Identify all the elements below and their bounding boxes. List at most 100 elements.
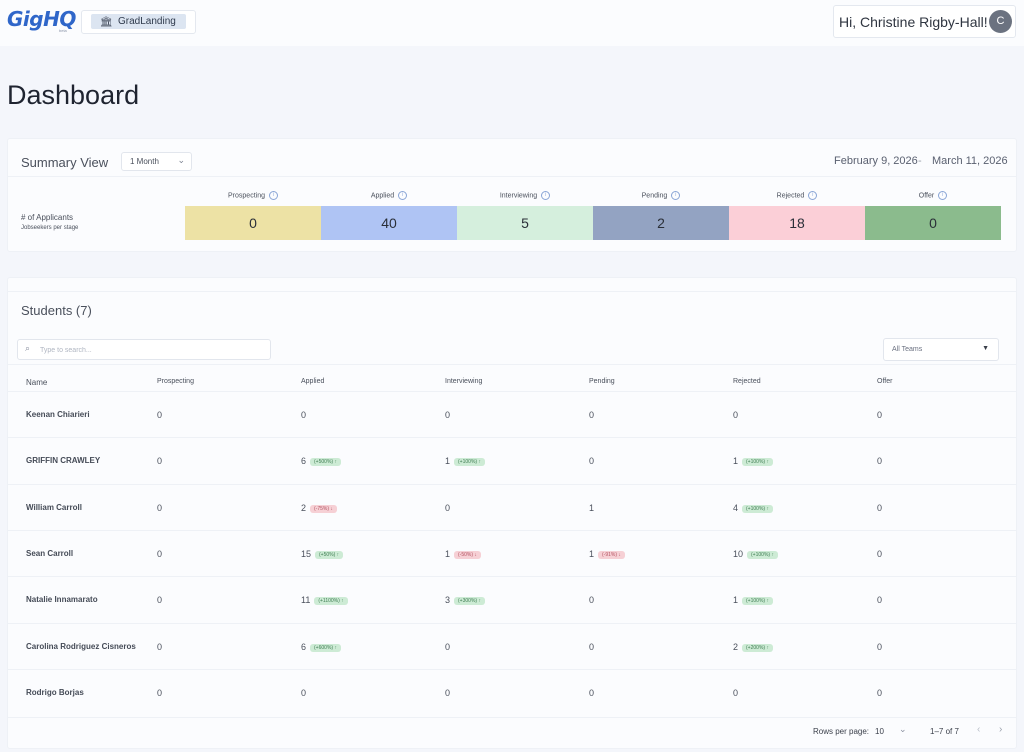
column-header-applied[interactable]: Applied bbox=[301, 378, 325, 385]
info-icon[interactable]: i bbox=[398, 191, 408, 200]
stage-header-offer: Offer i bbox=[865, 191, 1001, 200]
stage-count-pending[interactable]: 2 bbox=[593, 206, 729, 240]
table-row[interactable]: Natalie Innamarato 0 11 (+1100%) ↑ 3 (+300%) … bbox=[8, 576, 1016, 623]
date-to[interactable]: March 11, 2026 bbox=[932, 155, 1008, 167]
change-badge: (+300%) ↑ bbox=[454, 597, 485, 606]
table-row[interactable]: Carolina Rodriguez Cisneros 0 6 (+600%) ↑ 0 0… bbox=[8, 622, 1016, 670]
students-divider-header bbox=[8, 364, 1016, 365]
cell-value: 0 bbox=[157, 595, 163, 606]
period-select[interactable]: 1 Month ⌄ bbox=[121, 152, 192, 171]
table-row[interactable]: Sean Carroll 0 15 (+50%) ↑ 1 (-50%) ↓ 1 (-91%) … bbox=[8, 529, 1016, 577]
cell-value: 0 bbox=[157, 641, 163, 652]
team-filter-select[interactable]: All Teams ▼ bbox=[883, 338, 999, 361]
cell-rejected: 0 bbox=[733, 688, 738, 698]
change-badge: (-75%) ↓ bbox=[310, 504, 337, 513]
stage-header-pending: Pending i bbox=[593, 191, 729, 200]
cell-offer: 0 bbox=[877, 688, 882, 698]
institution-icon: 🏛 bbox=[100, 17, 113, 28]
stage-count-offer[interactable]: 0 bbox=[865, 206, 1001, 240]
stage-label: Interviewing bbox=[499, 192, 538, 200]
chevron-down-icon: ⌄ bbox=[177, 155, 185, 165]
column-header-offer[interactable]: Offer bbox=[877, 378, 893, 385]
cell-offer: 0 bbox=[877, 549, 882, 559]
cell-value: 0 bbox=[157, 456, 163, 467]
top-bar: GigHQ beta 🏛 GradLanding Hi, Christine R… bbox=[0, 0, 1024, 46]
search-box[interactable]: ⌕ bbox=[17, 339, 271, 360]
avatar[interactable]: C bbox=[989, 10, 1012, 33]
org-chip[interactable]: 🏛 GradLanding bbox=[91, 14, 186, 29]
next-page-icon[interactable]: › bbox=[999, 724, 1003, 735]
stage-count-applied[interactable]: 40 bbox=[321, 206, 457, 240]
search-icon: ⌕ bbox=[25, 343, 31, 353]
cell-applied: 6 (+500%) ↑ bbox=[301, 456, 341, 467]
table-row[interactable]: Keenan Chiarieri 0 0 0 0 0 0 bbox=[8, 391, 1016, 438]
student-name[interactable]: GRIFFIN CRAWLEY bbox=[26, 456, 101, 466]
chevron-down-icon[interactable]: ⌄ bbox=[899, 724, 907, 734]
date-from[interactable]: February 9, 2026 bbox=[834, 155, 918, 167]
cell-value: 0 bbox=[877, 410, 883, 420]
cell-value: 1 bbox=[445, 548, 451, 559]
cell-interviewing: 1 (-50%) ↓ bbox=[445, 549, 481, 559]
table-row[interactable]: Rodrigo Borjas 0 0 0 0 0 0 bbox=[8, 668, 1016, 716]
column-header-name[interactable]: Name bbox=[26, 378, 48, 387]
change-badge: (+50%) ↑ bbox=[315, 550, 344, 559]
cell-prospecting: 0 bbox=[157, 595, 162, 605]
info-icon[interactable]: i bbox=[541, 191, 551, 200]
cell-value: 3 bbox=[445, 595, 451, 606]
cell-value: 0 bbox=[733, 410, 739, 420]
student-name[interactable]: Natalie Innamarato bbox=[26, 595, 98, 605]
student-name[interactable]: William Carroll bbox=[26, 502, 82, 512]
cell-applied: 6 (+600%) ↑ bbox=[301, 642, 341, 652]
org-name: GradLanding bbox=[118, 16, 176, 27]
rows-per-page-select[interactable]: 10 bbox=[875, 727, 884, 736]
column-header-interviewing[interactable]: Interviewing bbox=[445, 378, 483, 385]
cell-applied: 11 (+1100%) ↑ bbox=[301, 595, 348, 606]
cell-value: 6 bbox=[301, 641, 307, 652]
change-badge: (-50%) ↓ bbox=[454, 550, 481, 559]
column-header-pending[interactable]: Pending bbox=[589, 378, 615, 385]
table-row[interactable]: William Carroll 0 2 (-75%) ↓ 0 1 4 (+100%) ↑ 0 bbox=[8, 483, 1016, 531]
students-title: Students (7) bbox=[21, 303, 92, 318]
cell-value: 1 bbox=[445, 456, 451, 467]
org-switcher[interactable]: 🏛 GradLanding bbox=[81, 10, 196, 34]
student-name[interactable]: Keenan Chiarieri bbox=[26, 410, 90, 419]
table-footer-divider bbox=[8, 717, 1016, 718]
pagination-range: 1–7 of 7 bbox=[930, 727, 959, 736]
user-menu[interactable]: Hi, Christine Rigby-Hall! C bbox=[833, 5, 1016, 38]
cell-value: 0 bbox=[589, 687, 595, 698]
column-header-rejected[interactable]: Rejected bbox=[733, 378, 761, 385]
info-icon[interactable]: i bbox=[268, 191, 278, 200]
cell-offer: 0 bbox=[877, 595, 882, 605]
search-input[interactable] bbox=[38, 342, 267, 358]
info-icon[interactable]: i bbox=[938, 191, 948, 200]
change-badge: (-91%) ↓ bbox=[598, 550, 625, 559]
info-icon[interactable]: i bbox=[808, 191, 818, 200]
cell-applied: 2 (-75%) ↓ bbox=[301, 503, 337, 513]
table-row[interactable]: GRIFFIN CRAWLEY 0 6 (+500%) ↑ 1 (+100%) ↑ 0 1 (+… bbox=[8, 437, 1016, 484]
change-badge: (+100%) ↑ bbox=[742, 597, 773, 606]
student-name[interactable]: Carolina Rodriguez Cisneros bbox=[26, 641, 136, 651]
logo-sub: beta bbox=[59, 28, 67, 33]
column-header-prospecting[interactable]: Prospecting bbox=[157, 378, 194, 385]
cell-pending: 1 bbox=[589, 503, 594, 513]
stage-header-prospecting: Prospecting i bbox=[185, 191, 321, 200]
cell-rejected: 0 bbox=[733, 410, 738, 420]
cell-offer: 0 bbox=[877, 410, 882, 420]
cell-interviewing: 3 (+300%) ↑ bbox=[445, 595, 485, 606]
cell-pending: 1 (-91%) ↓ bbox=[589, 549, 625, 559]
student-name[interactable]: Sean Carroll bbox=[26, 548, 74, 558]
cell-value: 0 bbox=[733, 687, 739, 698]
stage-count-prospecting[interactable]: 0 bbox=[185, 206, 321, 240]
stage-count-interviewing[interactable]: 5 bbox=[457, 206, 593, 240]
cell-prospecting: 0 bbox=[157, 549, 162, 559]
cell-value: 2 bbox=[733, 641, 739, 652]
info-icon[interactable]: i bbox=[671, 191, 681, 200]
student-name[interactable]: Rodrigo Borjas bbox=[26, 687, 84, 697]
gighq-logo[interactable]: GigHQ bbox=[7, 7, 76, 31]
cell-value: 1 bbox=[589, 548, 595, 559]
stage-label: Rejected bbox=[776, 192, 805, 200]
previous-page-icon[interactable]: ‹ bbox=[977, 724, 981, 735]
stage-count-rejected[interactable]: 18 bbox=[729, 206, 865, 240]
cell-rejected: 2 (+200%) ↑ bbox=[733, 642, 773, 652]
cell-prospecting: 0 bbox=[157, 688, 162, 698]
